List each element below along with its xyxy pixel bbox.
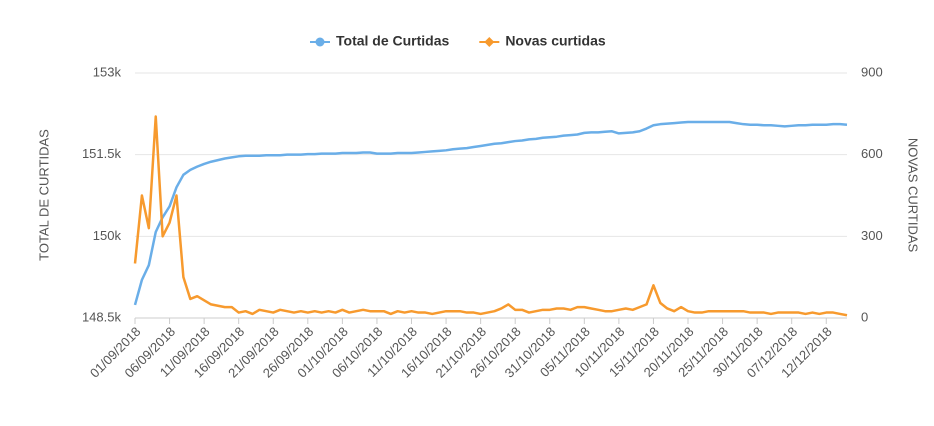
series-line — [133, 120, 848, 306]
y2-tick-label: 0 — [861, 309, 868, 324]
y-tick-label: 148.5k — [82, 309, 122, 324]
y2-tick-label: 600 — [861, 146, 883, 161]
y-tick-label: 150k — [93, 228, 122, 243]
legend-marker — [484, 37, 495, 47]
y2-tick-label: 300 — [861, 228, 883, 243]
y2-axis-title: NOVAS CURTIDAS — [906, 138, 921, 253]
legend-label: Total de Curtidas — [336, 33, 450, 49]
y-axis-title: TOTAL DE CURTIDAS — [36, 129, 51, 261]
legend: Total de Curtidas Novas curtidas — [310, 33, 606, 49]
y-tick-label: 153k — [93, 64, 122, 79]
legend-label: Novas curtidas — [505, 33, 606, 49]
y-tick-label: 151.5k — [82, 146, 122, 161]
series-line — [133, 115, 848, 317]
legend-marker — [315, 37, 325, 47]
y2-tick-label: 900 — [861, 64, 883, 79]
